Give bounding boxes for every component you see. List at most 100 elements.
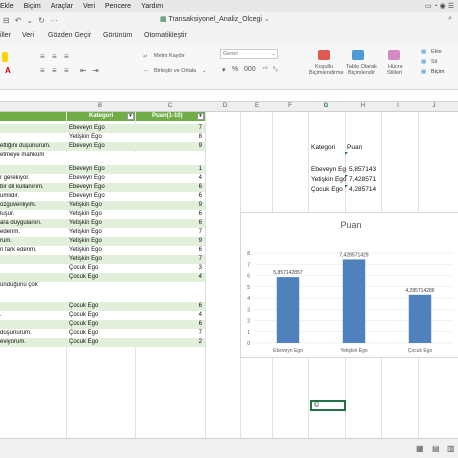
cell-grid[interactable]: Kategori ▾ Puan(1-10) ▾ Ebeveyn Ego 7 Yeti… [0,112,458,438]
table-row[interactable]: ündüğünü çok [0,282,205,302]
decimal-decrease-icon[interactable]: ⁰₀ [273,67,278,73]
format-as-table-icon[interactable] [352,50,364,60]
menu-data[interactable]: Veri [82,2,95,10]
table-cell-score[interactable]: 7 [198,229,202,235]
tab-formulas[interactable]: iller [0,32,11,39]
table-cell-category[interactable]: Çocuk Ego [69,321,99,327]
table-cell-question[interactable]: düşünürüm. [0,330,32,336]
redo-icon[interactable]: ↻ [38,15,45,25]
table-row[interactable]: özgüvenliyim. Yetişkin Ego 9 [0,201,205,210]
table-row[interactable]: Yetişkin Ego 7 [0,255,205,264]
table-cell-score[interactable]: 6 [198,303,202,309]
menu-window[interactable]: Pencere [105,2,132,10]
table-cell-score[interactable]: 4 [198,175,202,181]
bar-chart[interactable]: Puan 0 1 2 3 4 5 6 7 8 5,857142857 Ebeveyn Ego 7,428… [240,212,458,358]
table-cell-question[interactable]: r gerekiyor. [0,175,30,181]
summary-row-value[interactable]: 7,428571 [349,176,377,183]
formula-bar[interactable] [0,90,458,102]
table-cell-question[interactable]: etmeye mahkûm [0,152,45,158]
table-cell-question[interactable]: özgüvenliyim. [0,202,37,208]
summary-row-value[interactable]: 5,857143 [349,166,377,173]
table-cell-category[interactable]: Yetişkin Ego [69,229,102,235]
table-cell-category[interactable]: Ebeveyn Ego [69,193,105,199]
table-cell-category[interactable]: Çocuk Ego [69,265,99,271]
column-header-d[interactable]: D [222,103,228,109]
table-cell-category[interactable]: Çocuk Ego [69,312,99,318]
table-cell-question[interactable]: rum. [0,238,12,244]
undo-icon[interactable]: ↶ [14,15,22,25]
more-icon[interactable]: ··· [49,15,58,25]
percent-icon[interactable]: % [232,66,239,73]
table-cell-question[interactable]: eviyorum. [0,339,27,345]
table-cell-category[interactable]: Yetişkin Ego [69,211,102,217]
table-row[interactable]: Çocuk Ego 6 [0,302,205,311]
summary-row-value[interactable]: 4,285714 [349,186,377,193]
table-cell-category[interactable]: Ebeveyn Ego [69,166,105,172]
table-cell-category[interactable]: Ebeveyn Ego [69,125,105,131]
table-cell-question[interactable]: umlidir. [0,193,20,199]
table-cell-category[interactable]: Yetişkin Ego [69,256,102,262]
tab-view[interactable]: Görünüm [103,32,133,39]
normal-view-icon[interactable]: ▦ [416,444,424,453]
table-cell-question[interactable]: ettiğini düşünürüm. [0,143,51,149]
table-cell-category[interactable]: Çocuk Ego [69,303,99,309]
table-row[interactable]: rum. Yetişkin Ego 9 [0,237,205,246]
table-cell-question[interactable]: . [0,312,2,318]
tab-data[interactable]: Veri [22,32,35,39]
table-cell-score[interactable]: 8 [198,134,202,140]
font-color-letter[interactable]: A [5,66,11,75]
menu-help[interactable]: Yardım [141,2,164,10]
table-row[interactable]: Çocuk Ego 6 [0,320,205,329]
table-cell-question[interactable]: luşur. [0,211,15,217]
table-cell-score[interactable]: 6 [198,211,202,217]
table-cell-category[interactable]: Çocuk Ego [69,339,99,345]
align-center-icon[interactable]: ≡ [52,66,57,75]
menu-insert[interactable]: Ekle [0,2,14,10]
merge-center-button[interactable]: Birleştir ve Ortala [154,68,197,74]
table-cell-category[interactable]: Yetişkin Ego [69,202,102,208]
table-row[interactable]: Ebeveyn Ego 7 [0,124,205,133]
table-row[interactable]: n fark ederim. Yetişkin Ego 6 [0,246,205,255]
align-top-icon[interactable]: ≡ [40,52,45,61]
table-cell-category[interactable]: Çocuk Ego [69,274,99,280]
table-row[interactable]: . Çocuk Ego 4 [0,311,205,320]
filter-dropdown-icon[interactable]: ▾ [127,113,134,120]
page-break-icon[interactable]: ▥ [447,444,455,453]
table-row[interactable]: ara duygulanırı. Yetişkin Ego 6 [0,219,205,228]
table-cell-category[interactable]: Çocuk Ego [69,330,99,336]
column-header-b[interactable]: B [97,103,102,109]
table-cell-question[interactable]: ara duygulanırı. [0,220,42,226]
table-cell-score[interactable]: 6 [198,193,202,199]
table-header-kategori[interactable]: Kategori ▾ [67,112,135,121]
summary-row-label[interactable]: Ebeveyn Eg [311,166,347,173]
table-cell-score[interactable]: 7 [198,256,202,262]
column-header-f[interactable]: F [288,103,292,109]
filter-dropdown-icon[interactable]: ▾ [197,113,204,120]
table-cell-score[interactable]: 6 [198,247,202,253]
comma-icon[interactable]: 000 [244,66,256,73]
wrap-text-button[interactable]: Metni Kaydır [154,53,185,59]
column-header-c[interactable]: C [167,103,173,109]
column-header-e[interactable]: E [254,103,259,109]
table-row[interactable]: Yetişkin Ego 8 [0,133,205,142]
decimal-increase-icon[interactable]: ⁺⁰ [262,67,268,73]
table-cell-category[interactable]: Yetişkin Ego [69,238,102,244]
table-cell-score[interactable]: 9 [198,238,202,244]
indent-increase-icon[interactable]: ⇥ [92,66,99,75]
format-button[interactable]: Biçim [431,69,445,75]
table-cell-question[interactable]: bir dil kullanırım. [0,184,44,190]
table-row[interactable]: Çocuk Ego 4 [0,273,205,282]
tab-automate[interactable]: Otomatikleştir [144,32,187,39]
table-cell-score[interactable]: 6 [198,184,202,190]
table-cell-question[interactable]: n fark ederim. [0,247,37,253]
table-cell-score[interactable]: 1 [198,166,202,172]
delete-button[interactable]: Sil [431,59,438,65]
table-cell-category[interactable]: Ebeveyn Ego [69,184,105,190]
search-icon[interactable]: ⌕ [448,15,452,22]
tab-review[interactable]: Gözden Geçir [48,32,92,39]
table-row[interactable]: bir dil kullanırım. Ebeveyn Ego 6 [0,183,205,192]
table-cell-score[interactable]: 4 [198,312,202,318]
summary-row-label[interactable]: Yetişkin Ego [311,176,347,183]
summary-row-label[interactable]: Çocuk Ego [311,186,343,193]
column-header-i[interactable]: I [397,103,399,109]
